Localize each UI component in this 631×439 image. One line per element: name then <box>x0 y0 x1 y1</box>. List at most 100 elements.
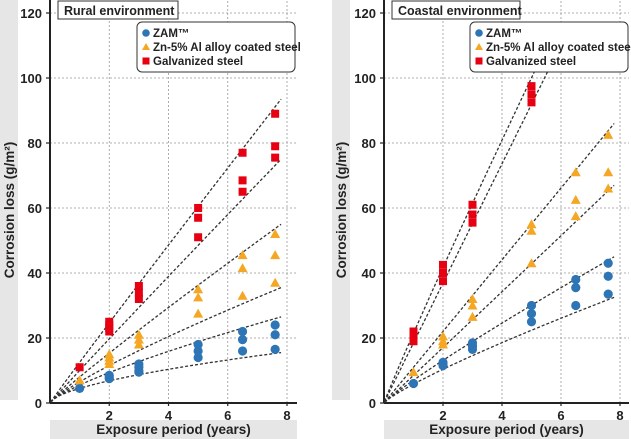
x-tick-label: 2 <box>439 408 446 423</box>
galvanized-point <box>439 260 447 269</box>
zam-point <box>438 361 448 371</box>
zn-al-point <box>237 250 248 260</box>
trend-line <box>50 351 282 403</box>
y-tick-label: 40 <box>362 266 376 281</box>
zam-point <box>603 258 613 268</box>
zn-al-point <box>603 167 614 177</box>
x-axis-label: Exposure period (years) <box>96 422 251 437</box>
y-axis-label-bar <box>332 0 350 400</box>
legend-label: Zn-5% Al alloy coated steel <box>153 42 301 54</box>
galvanized-point <box>527 98 536 107</box>
legend-triangle-icon <box>142 43 150 50</box>
x-axis-label-bar <box>384 420 629 439</box>
panel-title: Rural environment <box>64 4 175 18</box>
zam-point <box>467 344 478 354</box>
zn-al-point <box>526 258 537 268</box>
zam-point <box>270 330 280 340</box>
data-points <box>74 109 281 393</box>
zn-al-point <box>570 211 581 221</box>
legend-triangle-icon <box>475 43 483 50</box>
zn-al-point <box>133 329 144 339</box>
galvanized-point <box>238 187 247 196</box>
legend-label: ZAM™ <box>486 28 522 40</box>
trend-line <box>384 184 615 403</box>
trend-line <box>50 223 282 403</box>
zam-point <box>104 374 114 384</box>
galvanized-point <box>409 332 418 341</box>
zn-al-point <box>193 292 204 302</box>
y-tick-label: 60 <box>28 201 42 216</box>
grid <box>384 0 629 403</box>
zn-al-point <box>526 225 537 235</box>
galvanized-point <box>468 210 477 219</box>
zn-al-point <box>526 219 537 229</box>
legend-square-icon <box>142 57 150 65</box>
zam-point <box>75 383 85 393</box>
trend-lines <box>384 71 615 403</box>
zam-point <box>237 335 248 345</box>
zn-al-point <box>603 183 614 193</box>
y-tick-label: 120 <box>20 6 42 21</box>
zn-al-point <box>438 339 448 349</box>
zn-al-point <box>570 167 581 177</box>
x-axis-label-bar <box>50 420 297 439</box>
trend-lines <box>50 98 282 403</box>
y-tick-label: 40 <box>28 266 42 281</box>
legend-label: ZAM™ <box>153 28 189 40</box>
trend-line <box>50 158 282 403</box>
zam-point <box>408 378 419 389</box>
zam-point <box>270 344 280 354</box>
zam-point <box>237 326 248 337</box>
galvanized-point <box>238 176 247 185</box>
panel-title: Coastal environment <box>398 4 522 18</box>
y-tick-label: 20 <box>28 331 42 346</box>
galvanized-point <box>134 288 143 297</box>
galvanized-point <box>105 327 114 336</box>
zn-al-point <box>438 331 448 341</box>
legend-square-icon <box>475 57 483 65</box>
zn-al-point <box>603 129 614 139</box>
y-tick-label: 20 <box>362 331 376 346</box>
y-tick-label: 0 <box>369 396 376 411</box>
panel-title-box <box>391 0 521 20</box>
zn-al-point <box>270 277 281 287</box>
y-tick-label: 60 <box>362 201 376 216</box>
legend: ZAM™ Zn-5% Al alloy coated steel Galvanize… <box>469 21 631 73</box>
legend-circle-icon <box>142 29 150 37</box>
zn-al-point <box>467 311 478 321</box>
x-axis-label: Exposure period (years) <box>429 422 584 437</box>
legend-label: Galvanized steel <box>486 56 576 68</box>
y-tick-label: 0 <box>35 396 42 411</box>
galvanized-point <box>134 282 143 290</box>
y-tick-label: 80 <box>28 136 42 151</box>
galvanized-point <box>439 269 447 277</box>
zam-point <box>237 346 248 356</box>
trend-line <box>384 296 615 403</box>
panel-coastal: Corrosion loss (g/m²) Exposure period (ye… <box>332 0 631 439</box>
galvanized-point <box>194 204 203 212</box>
panel-title-box <box>57 0 179 20</box>
zam-point <box>571 300 581 311</box>
y-tick-label: 100 <box>20 71 42 86</box>
zam-point <box>193 352 203 363</box>
galvanized-point <box>194 213 203 222</box>
y-axis-label: Corrosion loss (g/m²) <box>2 142 17 279</box>
galvanized-point <box>468 218 477 227</box>
zn-al-point <box>467 300 478 310</box>
zn-al-point <box>237 290 248 300</box>
zn-al-point <box>408 367 419 377</box>
galvanized-point <box>194 233 203 242</box>
galvanized-point <box>439 277 447 286</box>
zn-al-point <box>270 250 281 260</box>
zn-al-point <box>193 284 204 294</box>
galvanized-point <box>527 82 536 91</box>
galvanized-point <box>271 142 280 151</box>
grid <box>50 0 297 403</box>
x-tick-label: 4 <box>165 408 173 423</box>
panel-rural: Corrosion loss (g/m²) Exposure period (ye… <box>0 0 301 439</box>
zn-al-point <box>270 229 281 238</box>
x-tick-label: 2 <box>106 408 113 423</box>
zam-point <box>193 346 203 356</box>
